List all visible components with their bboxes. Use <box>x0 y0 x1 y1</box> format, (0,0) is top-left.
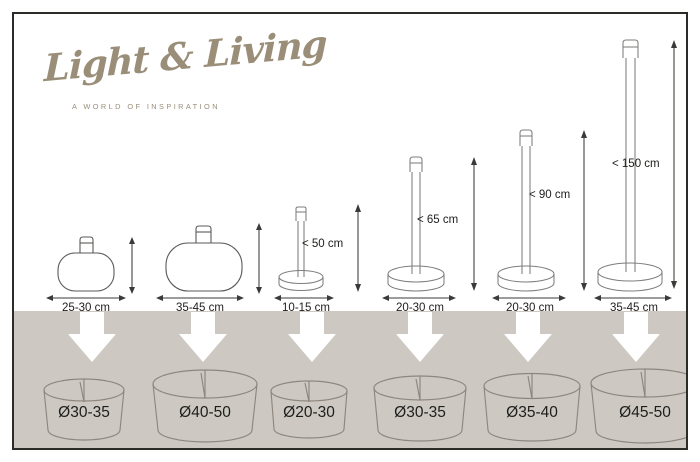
height-label-3: < 50 cm <box>302 238 344 250</box>
height-label-6: < 150 cm <box>612 158 660 170</box>
base-width-arrow-4 <box>380 292 470 304</box>
flow-arrow-4 <box>394 312 446 364</box>
column-4-lamp <box>374 154 494 448</box>
lampshade-label-6: Ø45-50 <box>619 404 671 421</box>
base-width-label-4: 20-30 cm <box>396 302 444 314</box>
disc-pole-base-5 <box>497 129 587 292</box>
column-2-lamp <box>154 217 274 448</box>
squircle-table-base-2 <box>165 223 262 294</box>
disc-pole-base-6 <box>597 39 677 292</box>
disc-pole-base-4 <box>387 156 477 292</box>
lampshade-label-5: Ø35-40 <box>506 404 558 421</box>
lampshade-5 <box>476 367 588 447</box>
base-width-label-1: 25-30 cm <box>62 302 110 314</box>
base-width-label-5: 20-30 cm <box>506 302 554 314</box>
base-width-arrow-3 <box>272 292 342 304</box>
flow-arrow-6 <box>610 312 662 364</box>
base-width-arrow-6 <box>592 292 686 304</box>
column-3-lamp <box>266 199 376 448</box>
base-width-label-3: 10-15 cm <box>282 302 330 314</box>
base-width-arrow-5 <box>490 292 580 304</box>
disc-pole-base-3 <box>278 204 361 292</box>
height-label-4: < 65 cm <box>417 214 459 226</box>
flow-arrow-1 <box>66 312 118 364</box>
lampshade-4 <box>366 369 474 447</box>
brand-tagline: A WORLD OF INSPIRATION <box>72 102 220 111</box>
lampshade-1 <box>36 372 132 444</box>
base-width-label-2: 35-45 cm <box>176 302 224 314</box>
base-width-arrow-1 <box>44 292 144 304</box>
lampshade-label-1: Ø30-35 <box>58 404 110 421</box>
lampshade-label-2: Ø40-50 <box>179 404 231 421</box>
upper-white-panel <box>14 14 686 311</box>
column-6-lamp <box>592 32 686 448</box>
brand-logo: Light & Living A WORLD OF INSPIRATION <box>42 21 327 120</box>
lampshade-2 <box>146 364 264 448</box>
height-label-5: < 90 cm <box>529 189 571 201</box>
flow-arrow-2 <box>177 312 229 364</box>
lampshade-label-4: Ø30-35 <box>394 404 446 421</box>
column-1-lamp <box>44 229 154 448</box>
lampshade-label-3: Ø20-30 <box>283 404 335 421</box>
base-width-arrow-2 <box>154 292 264 304</box>
column-5-lamp <box>486 126 606 448</box>
lampshade-3 <box>263 374 355 444</box>
squircle-table-base-1 <box>57 236 135 294</box>
flow-arrow-3 <box>286 312 338 364</box>
lampshade-6 <box>584 362 686 448</box>
flow-arrow-5 <box>502 312 554 364</box>
infographic-frame: Light & Living A WORLD OF INSPIRATION <box>12 12 688 450</box>
base-width-label-6: 35-45 cm <box>610 302 658 314</box>
